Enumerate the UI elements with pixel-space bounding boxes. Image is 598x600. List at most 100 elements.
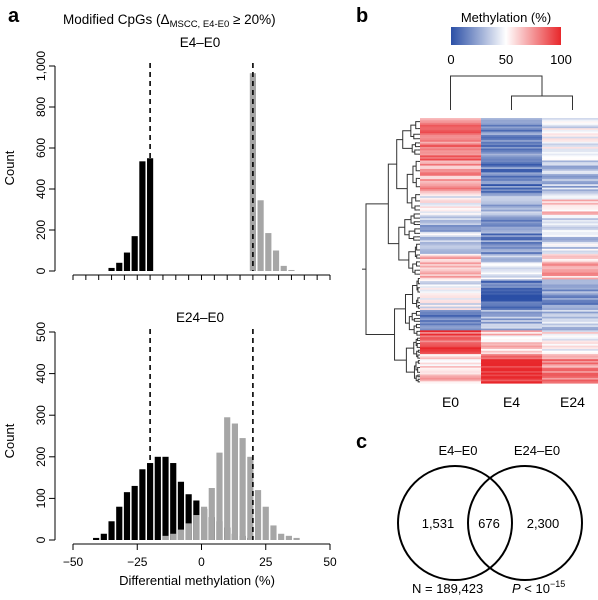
heatmap-cell [481,240,543,243]
heatmap-cell [542,185,598,189]
heatmap-cell [542,235,598,238]
heatmap-cell [420,269,482,272]
row-dendrogram-branch [415,310,419,316]
heatmap-cell [481,284,543,287]
row-dendrogram-branch [410,215,415,224]
heatmap-cell [420,253,482,257]
hist1-bar-series0 [147,158,154,271]
heatmap-cell [481,316,543,320]
heatmap-cell [420,335,482,338]
heatmap-cell [542,160,598,163]
hist2-bar-series0 [185,494,192,540]
heatmap-cell [420,136,482,139]
heatmap-cell [542,219,598,223]
heatmap-cell [542,158,598,162]
heatmap-cell [481,347,543,350]
heatmap-cell [481,315,543,318]
heatmap-cell [542,355,598,359]
hist2-bar-series1 [200,506,208,540]
hist1-y-tick-label: 0 [34,267,48,274]
heatmap-cell [420,292,482,296]
heatmap-cell [420,301,482,304]
hist1-title: E4–E0 [180,35,221,50]
heatmap-cell [420,221,482,224]
heatmap-cell [542,189,598,192]
heatmap-cell [420,245,482,248]
heatmap-cell [542,248,598,252]
heatmap-cell [420,216,482,219]
heatmap-cell [542,282,598,286]
heatmap-cell [420,175,482,179]
heatmap-cell [420,250,482,253]
hist2-x-tick-label: −50 [63,555,84,569]
heatmap-cell [420,148,482,151]
heatmap-cell [542,347,598,350]
heatmap-cell [542,177,598,180]
heatmap-cell [420,118,482,121]
heatmap-cell [481,303,543,306]
heatmap-cell [420,174,482,177]
heatmap-cell [420,184,482,187]
heatmap-cell [542,352,598,355]
heatmap-cell [420,225,482,228]
heatmap-cell [481,377,543,381]
hist2-bar-series1 [270,525,277,540]
heatmap-cell [542,143,598,146]
heatmap-cell [542,345,598,348]
heatmap-cell [542,196,598,199]
row-dendrogram-branch [416,280,419,291]
heatmap-cell [481,321,543,325]
heatmap-cell [481,213,543,216]
heatmap-cell [542,316,598,320]
heatmap-cell [542,141,598,145]
heatmap-cell [481,194,543,197]
heatmap-cell [542,258,598,262]
heatmap-cell [481,228,543,231]
heatmap-cell [481,376,543,379]
heatmap-cell [542,146,598,150]
heatmap-cell [542,250,598,253]
hist1-bar-series1 [272,250,280,271]
heatmap-cell [420,201,482,204]
heatmap-cell [481,247,543,250]
heatmap-cell [481,304,543,308]
heatmap-cell [542,192,598,196]
heatmap-cell [420,255,482,258]
heatmap-cell [481,177,543,180]
heatmap-cell [542,289,598,292]
heatmap-cell [420,179,482,182]
hist2-bar-series0 [139,469,146,540]
hist2-y-tick-label: 200 [34,446,48,466]
heatmap-cell [420,286,482,289]
heatmap-cell [542,279,598,282]
heatmap-cell [420,162,482,165]
heatmap-cell [542,257,598,260]
heatmap-cell [542,204,598,207]
row-dendrogram-branch [417,287,420,293]
heatmap-cell [481,242,543,245]
heatmap-cell [420,357,482,360]
row-dendrogram-branch [415,375,419,382]
heatmap-cell [542,172,598,175]
heatmap-cell [481,153,543,156]
heatmap-cell [420,371,482,374]
heatmap-cell [420,332,482,335]
column-dendrogram-branch [511,95,573,110]
heatmap-cell [481,342,543,345]
heatmap-cell [481,262,543,265]
heatmap-cell [542,153,598,156]
heatmap-cell [420,226,482,230]
heatmap-cell [481,270,543,274]
heatmap-cell [481,123,543,126]
colorbar-tick-label: 0 [447,52,454,67]
heatmap-cell [420,381,482,384]
hist1-ylabel: Count [2,150,17,185]
heatmap-cell [481,355,543,359]
row-dendrogram-branch [413,318,417,322]
heatmap-cell [542,221,598,224]
heatmap-cell [420,376,482,379]
heatmap-cell [481,269,543,272]
heatmap-cell [481,299,543,303]
heatmap-cell [481,308,543,311]
venn-label-e4-e0: E4–E0 [438,443,477,458]
